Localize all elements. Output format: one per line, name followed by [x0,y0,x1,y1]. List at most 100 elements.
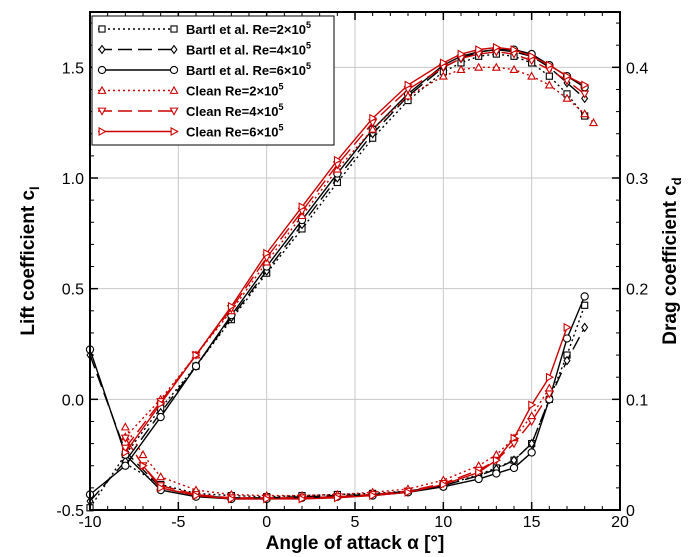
drag-point [492,455,502,465]
legend-entry: Clean Re=6×105 [186,123,284,140]
right-axis-title: Drag coefficient cd [660,177,684,344]
legend-entry: Bartl et al. Re=6×105 [186,61,311,78]
x-tick-label: 5 [351,514,360,531]
x-tick-label: 15 [523,514,541,531]
legend-entry: Clean Re=4×105 [186,102,284,119]
legend-marker [170,44,178,55]
x-tick-label: 10 [434,514,452,531]
drag-point [369,491,378,501]
legend-marker [98,25,106,33]
y-left-tick-label: 1.5 [62,60,84,77]
drag-point [509,463,519,473]
drag-line-series-5 [142,327,568,500]
lift-point [563,71,572,81]
legend-marker [169,85,179,94]
y-right-tick-label: 0.4 [626,60,648,77]
left-axis-title-sub: l [27,186,42,190]
y-right-tick-label: 0.3 [626,171,648,188]
legend-marker [170,25,178,33]
lift-point [528,51,537,61]
ticks: -10 -5 0 5 10 15 20 -0.5 0.0 0.5 1.0 1.5 0 0.1 0.2 0.3 0… [56,12,648,531]
lift-point [581,80,590,90]
drag-point [192,491,201,501]
lift-point [121,461,130,470]
right-axis-title-sub: d [669,177,684,185]
drag-point [527,418,537,427]
y-right-tick-label: 0.2 [626,282,648,299]
lift-point [403,91,413,100]
drag-point [404,487,413,497]
lift-point [191,361,201,371]
drag-point [120,422,130,431]
drag-point [580,292,589,301]
y-left-tick-label: 1.0 [62,171,84,188]
drag-point [581,322,589,333]
lift-point [227,301,237,311]
lift-point [492,42,502,52]
lift-point [192,350,201,360]
x-tick-label: 0 [262,514,271,531]
lift-point [491,62,501,71]
left-axis-title: Lift coefficient cl [18,186,42,335]
lift-line-series-4 [124,51,586,449]
lift-point [157,399,166,409]
drag-point [528,400,537,410]
lift-point [474,62,484,71]
lift-line-series-5 [124,46,585,453]
legend-entry: Bartl et al. Re=4×105 [186,41,311,58]
drag-point [528,438,536,449]
drag-point [333,493,343,503]
series-5 [121,42,590,504]
lift-point [527,71,537,80]
lift-point [156,412,165,422]
legend-marker [170,126,179,137]
y-right-tick-label: 0.1 [626,392,648,409]
drag-point [510,433,519,443]
lift-point [456,64,466,73]
lift-point [457,49,466,59]
drag-line-series-4 [124,393,550,499]
legend-marker [97,107,107,116]
lift-point [439,58,449,68]
legend: Bartl et al. Re=2×105 Bartl et al. Re=4×1… [91,15,335,146]
drag-point [544,383,554,392]
drag-point [545,372,555,382]
drag-line-series-3 [124,387,550,497]
legend-entry: Bartl et al. Re=2×105 [186,20,311,37]
lift-point [438,71,448,80]
legend-box [91,15,335,146]
lift-point [121,447,131,457]
drag-point [263,494,272,504]
lift-point [298,202,307,212]
drag-point [138,449,148,459]
legend-entry: Clean Re=2×105 [186,82,284,99]
legend-marker [97,85,107,94]
left-axis-title-main: Lift coefficient c [18,190,39,336]
lift-point [333,155,343,165]
y-left-tick-label: 0.0 [62,392,84,409]
lift-point [369,113,378,123]
drag-point [563,322,572,332]
lift-point [510,45,519,55]
legend-marker [169,65,179,75]
legend-marker [98,44,106,55]
x-tick-label: -10 [78,514,101,531]
drag-point [156,472,166,481]
lift-point [545,60,555,70]
legend-marker [169,107,179,116]
lift-point [588,117,599,127]
drag-point [157,483,166,493]
drag-point [139,461,148,471]
drag-point [527,448,536,457]
drag-point [509,440,519,449]
legend-marker [97,65,107,75]
lift-point [263,248,272,258]
lift-point [404,80,413,90]
drag-point [475,467,484,477]
lift-point [580,90,590,99]
drag-point [527,411,537,420]
lift-point [120,444,130,453]
drag-point [439,480,449,490]
lift-point [509,64,519,73]
